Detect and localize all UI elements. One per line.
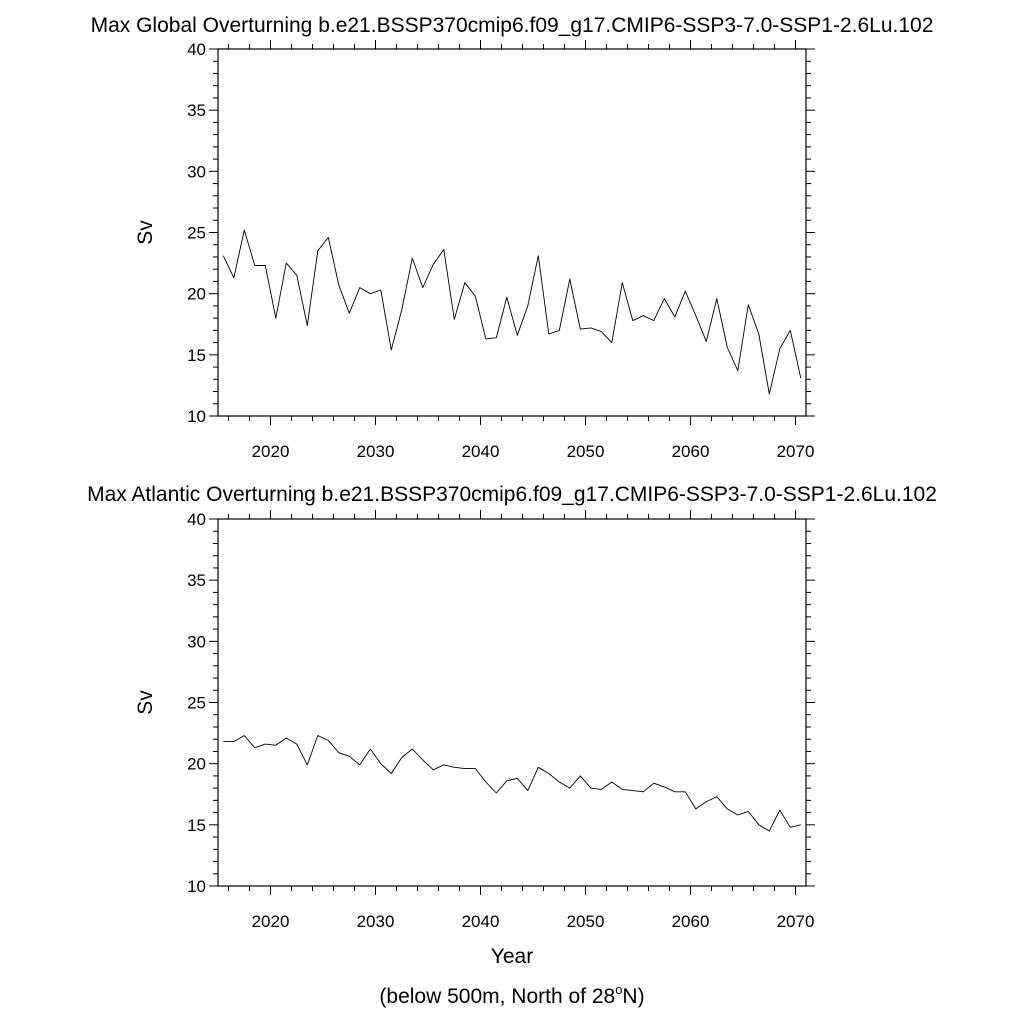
x-axis-label: Year	[491, 945, 533, 968]
y-tick-label: 25	[187, 694, 206, 713]
series-line	[222, 229, 802, 395]
x-tick-label: 2070	[777, 442, 815, 461]
chart-title: Max Atlantic Overturning b.e21.BSSP370cm…	[87, 483, 937, 506]
x-tick-label: 2040	[462, 442, 500, 461]
y-tick-label: 25	[187, 224, 206, 243]
x-tick-label: 2020	[252, 912, 290, 931]
y-tick-label: 20	[187, 755, 206, 774]
x-tick-label: 2020	[252, 442, 290, 461]
plot-frame	[217, 48, 807, 417]
plot-frame	[217, 518, 807, 887]
y-tick-label: 30	[187, 162, 206, 181]
footer-note: (below 500m, North of 28oN)	[379, 982, 644, 1008]
y-tick-label: 40	[187, 40, 206, 59]
y-axis-label: Sv	[134, 690, 157, 715]
chart-2: Max Atlantic Overturning b.e21.BSSP370cm…	[87, 483, 937, 968]
y-tick-label: 40	[187, 510, 206, 529]
y-tick-label: 15	[187, 346, 206, 365]
x-tick-label: 2050	[567, 442, 605, 461]
x-tick-label: 2040	[462, 912, 500, 931]
y-tick-label: 35	[187, 571, 206, 590]
y-tick-label: 30	[187, 632, 206, 651]
x-tick-label: 2030	[357, 442, 395, 461]
x-tick-label: 2060	[672, 912, 710, 931]
y-tick-label: 35	[187, 101, 206, 120]
y-tick-label: 10	[187, 877, 206, 896]
chart-title: Max Global Overturning b.e21.BSSP370cmip…	[91, 14, 934, 37]
x-tick-label: 2060	[672, 442, 710, 461]
x-tick-label: 2050	[567, 912, 605, 931]
degree-superscript: o	[615, 982, 622, 997]
x-tick-label: 2030	[357, 912, 395, 931]
y-tick-label: 20	[187, 285, 206, 304]
y-tick-label: 15	[187, 816, 206, 835]
series-line	[223, 735, 801, 832]
y-axis-label: Sv	[134, 220, 157, 245]
y-tick-label: 10	[187, 407, 206, 426]
x-tick-label: 2070	[777, 912, 815, 931]
chart-1: Max Global Overturning b.e21.BSSP370cmip…	[91, 14, 934, 461]
